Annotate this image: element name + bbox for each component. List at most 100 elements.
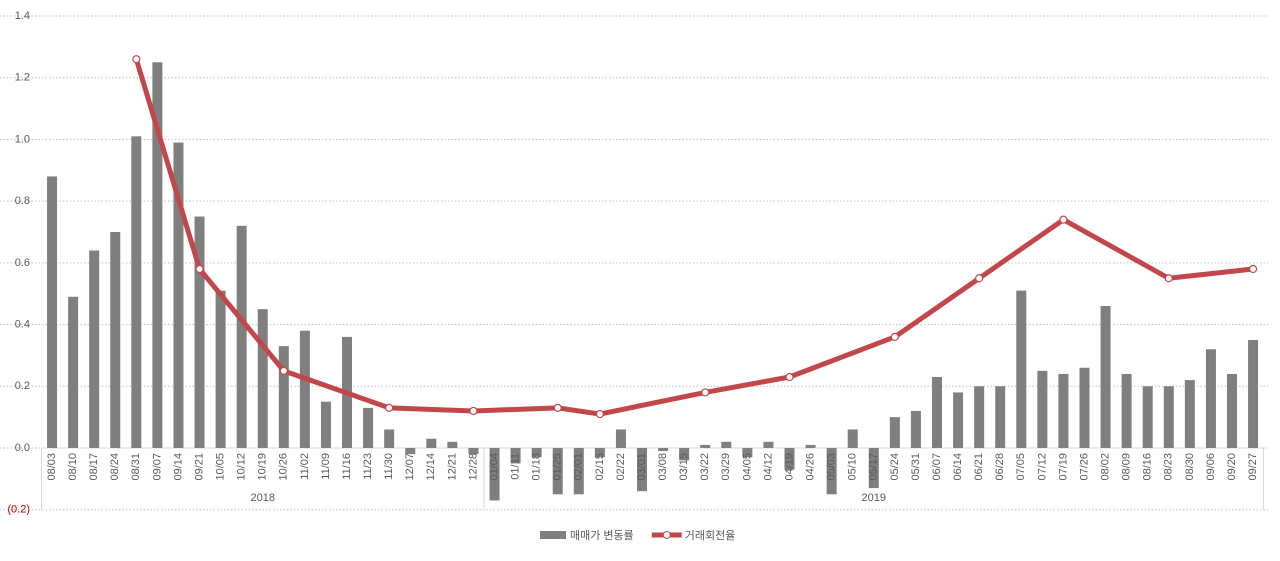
x-tick-label: 08/03 (46, 453, 58, 481)
line-marker (975, 274, 984, 283)
bar (257, 309, 268, 448)
bar (194, 216, 205, 448)
line-marker (132, 55, 141, 64)
bar (1248, 339, 1259, 448)
y-tick-label: 1.0 (15, 133, 30, 145)
bar (932, 377, 943, 448)
x-tick-label: 01/25 (552, 453, 564, 481)
bar (889, 417, 900, 448)
x-tick-label: 09/06 (1205, 453, 1217, 481)
x-tick-label: 01/04 (488, 453, 500, 481)
x-tick-label: 10/19 (257, 453, 269, 481)
x-tick-label: 03/22 (699, 453, 711, 481)
x-tick-label: 04/19 (783, 453, 795, 481)
line-marker (279, 366, 288, 375)
line-segment (702, 374, 793, 395)
line-marker (553, 403, 562, 412)
x-tick-label: 12/14 (425, 453, 437, 481)
line-segment (555, 405, 603, 417)
line-segment (597, 389, 708, 417)
bar (1142, 386, 1153, 448)
x-tick-label: 05/24 (889, 453, 901, 481)
x-tick-label: 02/22 (615, 453, 627, 481)
legend-swatch (540, 531, 566, 539)
x-tick-label: 07/26 (1078, 453, 1090, 481)
x-tick-label: 12/07 (404, 453, 416, 481)
x-tick-label: 05/17 (868, 453, 880, 481)
line-segment (133, 56, 203, 272)
x-tick-label: 10/26 (278, 453, 290, 481)
bar (1016, 290, 1027, 448)
x-tick-label: 03/15 (678, 453, 690, 481)
legend-label: 거래회전율 (685, 529, 736, 542)
bar (953, 392, 964, 448)
bar (784, 447, 795, 470)
x-tick-label: 08/30 (1184, 453, 1196, 481)
bar (700, 444, 711, 448)
bar (131, 136, 142, 448)
line-marker (785, 372, 794, 382)
y-tick-label: 1.2 (15, 72, 30, 84)
bar (405, 447, 416, 455)
x-tick-label: 05/10 (847, 453, 859, 481)
bar (384, 429, 395, 448)
line-segment (787, 334, 898, 380)
bar (995, 386, 1006, 448)
bar (489, 447, 500, 501)
bar (363, 407, 374, 448)
x-tick-label: 06/21 (973, 453, 985, 481)
x-tick-label: 04/26 (804, 453, 816, 481)
legend-swatch (662, 531, 671, 539)
legend-label: 매매가 변동률 (570, 529, 634, 542)
line-segment (470, 405, 561, 414)
bar (1037, 370, 1048, 448)
line-segment (281, 368, 392, 411)
x-tick-label: 02/15 (594, 453, 606, 481)
bar (89, 250, 100, 448)
x-tick-label: 12/28 (467, 453, 479, 481)
y-tick-label: 0.0 (15, 442, 30, 454)
line-marker (1248, 264, 1258, 274)
x-tick-label: 03/29 (720, 453, 732, 481)
bar (615, 429, 626, 448)
x-tick-label: 09/27 (1247, 453, 1259, 481)
x-tick-label: 08/10 (67, 453, 79, 481)
bar (742, 447, 753, 458)
line-segment (1166, 266, 1256, 281)
x-tick-label: 10/12 (236, 453, 248, 481)
y-tick-label: (0.2) (7, 504, 30, 516)
x-tick-label: 04/05 (741, 453, 753, 481)
bar (679, 447, 690, 461)
x-tick-label: 07/12 (1036, 453, 1048, 481)
x-tick-label: 03/08 (657, 453, 669, 481)
bar (1079, 367, 1090, 448)
bar (1163, 386, 1174, 448)
x-tick-label: 07/05 (1015, 453, 1027, 481)
bar (1205, 349, 1216, 448)
bar (47, 176, 58, 448)
bar (826, 447, 837, 495)
x-tick-label: 04/12 (762, 453, 774, 481)
line-marker (385, 403, 394, 412)
bar (658, 447, 669, 452)
x-tick-label: 08/09 (1121, 453, 1133, 481)
bar (573, 447, 584, 495)
bar (552, 447, 563, 495)
line-marker (890, 332, 899, 342)
x-tick-label: 11/09 (320, 453, 332, 480)
line-marker (1164, 274, 1173, 283)
x-tick-label: 06/28 (994, 453, 1006, 481)
y-tick-label: 0.6 (15, 257, 30, 269)
bar (1184, 380, 1195, 448)
group-label: 2019 (862, 492, 886, 504)
line-segment (197, 266, 287, 374)
line-marker (469, 406, 478, 416)
x-tick-label: 05/31 (910, 453, 922, 481)
x-tick-label: 09/14 (172, 453, 184, 481)
x-tick-label: 02/01 (573, 453, 585, 481)
x-tick-label: 06/14 (952, 453, 964, 481)
bar (531, 447, 542, 458)
x-tick-label: 09/20 (1226, 453, 1238, 481)
x-tick-label: 11/16 (341, 453, 353, 480)
